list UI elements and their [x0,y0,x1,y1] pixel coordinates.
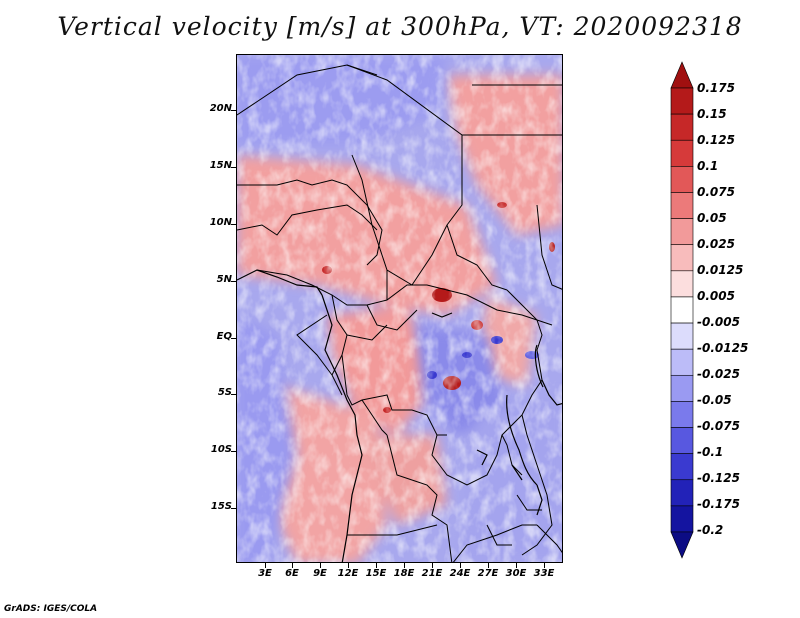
tick [516,563,517,568]
colorbar-segment [670,192,694,219]
lat-label: EQ [216,331,232,342]
colorbar-segment [670,87,694,115]
lon-label: 21E [421,568,443,579]
colorbar-label: 0.0125 [697,263,744,277]
colorbar-label: -0.005 [697,315,740,329]
colorbar-segment [670,453,694,481]
colorbar-label: 0.15 [697,107,727,121]
colorbar-label: -0.075 [697,419,740,433]
tick [265,563,266,568]
tick [376,563,377,568]
tick [231,281,236,282]
lat-label: 5S [217,387,232,398]
colorbar [670,61,694,559]
tick [404,563,405,568]
colorbar-label: -0.025 [697,367,740,381]
chart-title: Vertical velocity [m/s] at 300hPa, VT: 2… [57,12,743,41]
tick [231,110,236,111]
colorbar-label: 0.1 [697,159,719,173]
colorbar-label: -0.125 [697,471,740,485]
colorbar-segment [670,531,694,559]
tick [544,563,545,568]
colorbar-segment [670,322,694,350]
field-texture [237,55,562,562]
colorbar-label: 0.025 [697,237,735,251]
lon-label: 12E [337,568,359,579]
colorbar-segment [670,270,694,298]
colorbar-segment [670,296,694,324]
colorbar-segment [670,113,694,141]
colorbar-label: -0.0125 [697,341,749,355]
tick [231,167,236,168]
lon-label: 24E [449,568,471,579]
lat-label: 15N [209,160,232,171]
colorbar-segment [670,505,694,533]
map-plot-area [236,54,563,563]
country-borders [237,64,562,562]
tick [231,451,236,452]
lon-label: 6E [285,568,299,579]
lon-label: 33E [533,568,555,579]
colorbar-label: 0.175 [697,81,735,95]
tick [460,563,461,568]
lon-label: 30E [505,568,527,579]
lon-label: 18E [393,568,415,579]
tick [231,338,236,339]
colorbar-label: -0.2 [697,523,724,537]
lat-label: 10N [209,217,232,228]
velocity-field-map [237,55,562,562]
lat-label: 10S [210,444,232,455]
tick [348,563,349,568]
colorbar-segments [670,61,694,559]
colorbar-label: 0.125 [697,133,735,147]
lon-label: 3E [258,568,272,579]
lat-label: 15S [210,501,232,512]
tick [292,563,293,568]
tick [231,394,236,395]
colorbar-segment [670,139,694,167]
colorbar-label: -0.1 [697,445,724,459]
lon-label: 27E [477,568,499,579]
colorbar-segment [670,348,694,376]
colorbar-segment [670,218,694,246]
lat-label: 5N [216,274,232,285]
tick [231,224,236,225]
colorbar-segment [670,61,694,89]
colorbar-segment [670,244,694,272]
tick [320,563,321,568]
tick [231,508,236,509]
tick [488,563,489,568]
colorbar-label: -0.175 [697,497,740,511]
colorbar-label: 0.05 [697,211,727,225]
lat-label: 20N [209,103,232,114]
lon-label: 9E [313,568,327,579]
colorbar-segment [670,166,694,193]
colorbar-label: -0.05 [697,393,732,407]
lon-label: 15E [365,568,387,579]
colorbar-segment [670,427,694,454]
colorbar-label: 0.005 [697,289,735,303]
footer-credit: GrADS: IGES/COLA [4,604,98,614]
colorbar-segment [670,401,694,428]
tick [432,563,433,568]
colorbar-segment [670,374,694,402]
colorbar-segment [670,479,694,507]
colorbar-label: 0.075 [697,185,735,199]
coastlines-and-lakes [237,269,562,562]
